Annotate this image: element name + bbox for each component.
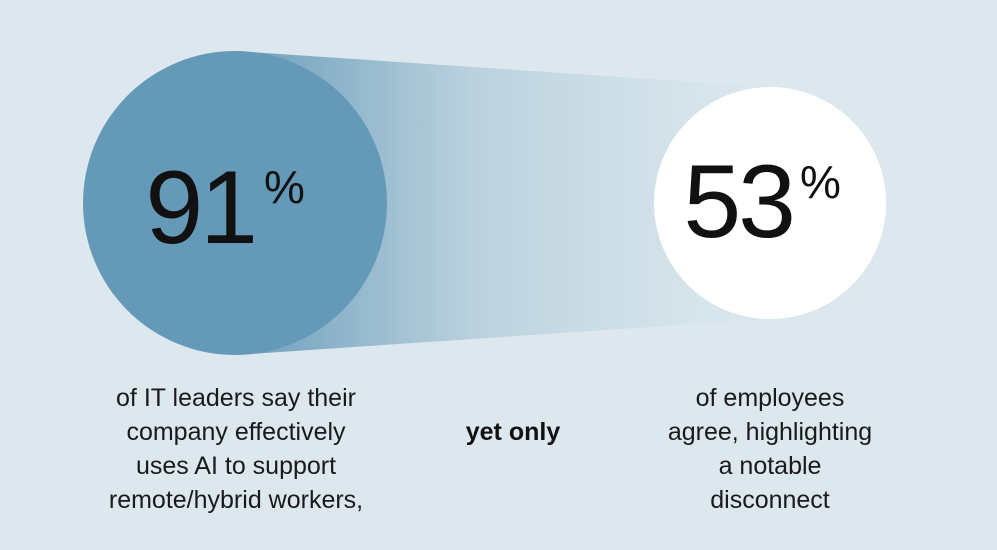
stat-unit: % [800,156,841,208]
caption-line: agree, highlighting [668,418,872,446]
stat-unit: % [264,161,305,213]
stat-value: 91 [145,150,255,266]
caption-line: of employees [696,384,845,412]
caption-line: uses AI to support [136,452,336,480]
stat-value: 53 [683,144,793,260]
caption-line: remote/hybrid workers, [109,486,363,514]
caption-line: of IT leaders say their [116,384,356,412]
connector-beam [235,51,770,355]
stat-circle-small [654,87,886,319]
connector-text: yet only [466,418,561,446]
caption-line: disconnect [710,486,830,514]
caption-line: a notable [719,452,822,480]
stat-circle-large [83,51,387,355]
caption-line: company effectively [126,418,346,446]
